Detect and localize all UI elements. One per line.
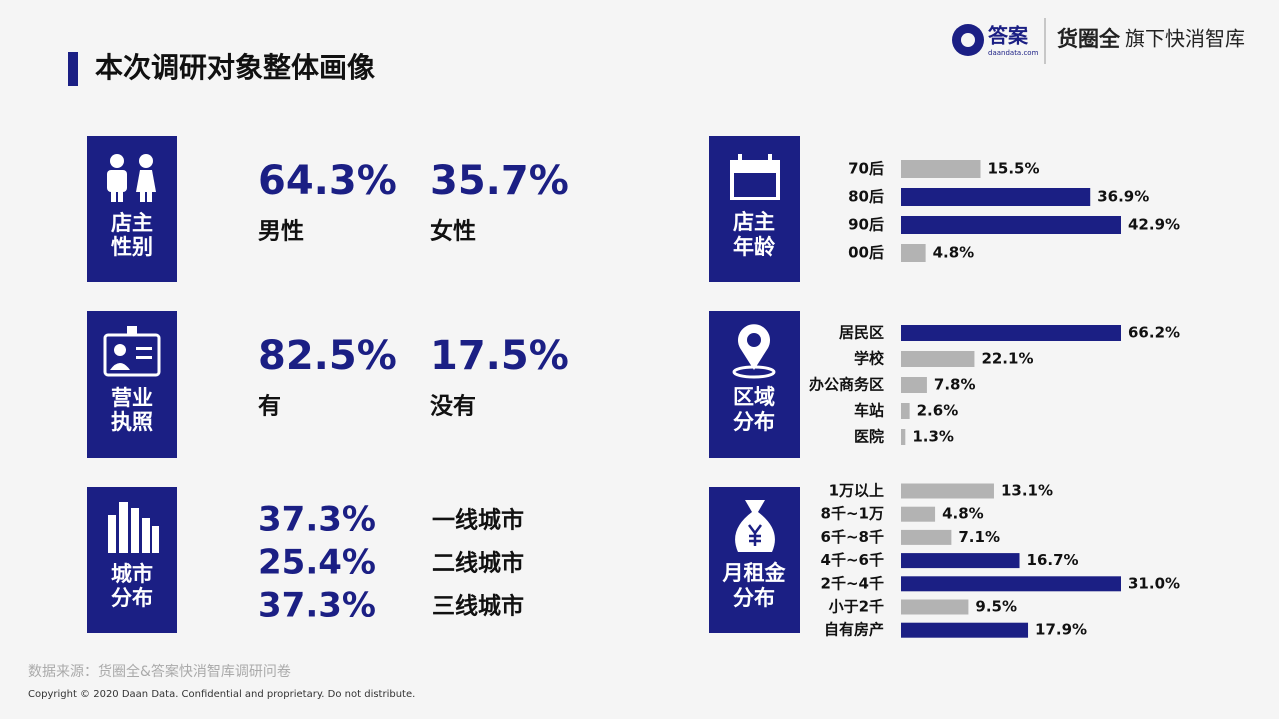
- stat-value: 64.3%: [258, 158, 397, 204]
- logo-sub: daandata.com: [988, 49, 1039, 57]
- bar: [901, 622, 1029, 638]
- box-label: 分布: [733, 586, 775, 610]
- category-label: 4千~6千: [821, 551, 884, 569]
- bar: [901, 403, 910, 419]
- value-label: 42.9%: [1128, 216, 1180, 234]
- stat-label: 女性: [430, 218, 476, 245]
- stat-value: 37.3%: [258, 586, 376, 626]
- box-label: 执照: [111, 410, 153, 434]
- category-label: 1万以上: [829, 482, 884, 500]
- box-label: 分布: [733, 410, 775, 434]
- icon-pin: [732, 324, 776, 379]
- icon-box: [709, 136, 800, 282]
- stat-label: 没有: [430, 393, 476, 420]
- bar: [901, 160, 981, 178]
- box-label: 店主: [111, 211, 153, 235]
- stat-value: 17.5%: [430, 333, 569, 379]
- box-label: 分布: [111, 586, 153, 610]
- value-label: 4.8%: [933, 244, 975, 262]
- bar: [901, 429, 906, 445]
- category-label: 办公商务区: [809, 376, 884, 394]
- box-label: 年龄: [733, 235, 776, 259]
- stat-label: 二线城市: [432, 550, 524, 577]
- bar: [901, 325, 1121, 341]
- category-label: 6千~8千: [821, 528, 884, 546]
- copyright: Copyright © 2020 Daan Data. Confidential…: [28, 689, 415, 700]
- box-label: 性别: [111, 235, 153, 259]
- value-label: 13.1%: [1001, 482, 1053, 500]
- value-label: 16.7%: [1027, 551, 1079, 569]
- category-label: 车站: [854, 402, 884, 420]
- value-label: 1.3%: [912, 428, 954, 446]
- bar: [901, 377, 927, 393]
- value-label: 7.8%: [934, 376, 976, 394]
- bar: [901, 506, 936, 522]
- value-label: 22.1%: [981, 350, 1033, 368]
- stat-value: 82.5%: [258, 333, 397, 379]
- category-label: 学校: [854, 350, 885, 368]
- box-label: 营业: [111, 386, 153, 410]
- box-label: 月租金: [722, 561, 787, 585]
- value-label: 2.6%: [917, 402, 959, 420]
- title-bar: [68, 52, 78, 86]
- category-label: 2千~4千: [821, 574, 884, 592]
- icon-city: [108, 502, 159, 553]
- icon-money: [735, 500, 775, 552]
- bar: [901, 216, 1121, 234]
- logo-icon: [961, 33, 975, 47]
- category-label: 90后: [848, 216, 884, 234]
- value-label: 15.5%: [987, 160, 1039, 178]
- value-label: 4.8%: [942, 505, 984, 523]
- stat-value: 25.4%: [258, 543, 376, 583]
- stat-label: 三线城市: [432, 593, 524, 620]
- category-label: 医院: [854, 428, 884, 446]
- bar: [901, 244, 926, 262]
- category-label: 00后: [848, 244, 884, 262]
- value-label: 66.2%: [1128, 324, 1180, 342]
- category-label: 小于2千: [829, 598, 884, 616]
- value-label: 7.1%: [958, 528, 1000, 546]
- bar: [901, 576, 1121, 592]
- icon-box: [87, 136, 177, 282]
- category-label: 80后: [848, 188, 884, 206]
- icon-calendar: [730, 154, 780, 200]
- stat-label: 男性: [258, 219, 304, 245]
- logo-text: 答案: [988, 24, 1029, 48]
- value-label: 36.9%: [1097, 188, 1149, 206]
- value-label: 9.5%: [975, 598, 1017, 616]
- icon-people: [107, 154, 156, 202]
- brand-tail: 旗下快消智库: [1125, 27, 1245, 51]
- box-label: 店主: [733, 210, 775, 234]
- category-label: 自有房产: [824, 621, 884, 639]
- icon-license: [103, 326, 161, 377]
- category-label: 8千~1万: [821, 505, 884, 523]
- stat-label: 有: [258, 393, 281, 420]
- slide-title: 本次调研对象整体画像: [95, 51, 376, 84]
- bar: [901, 188, 1091, 206]
- bar: [901, 351, 975, 367]
- bar: [901, 483, 994, 499]
- brand: 货圈全: [1057, 27, 1121, 51]
- stat-value: 37.3%: [258, 500, 376, 540]
- value-label: 17.9%: [1035, 621, 1087, 639]
- box-label: 区域: [733, 385, 775, 409]
- value-label: 31.0%: [1128, 574, 1180, 592]
- bar: [901, 553, 1020, 569]
- category-label: 70后: [848, 160, 884, 178]
- stat-value: 35.7%: [430, 158, 569, 204]
- bar: [901, 599, 969, 615]
- bar: [901, 529, 952, 545]
- source: 数据来源：货圈全&答案快消智库调研问卷: [28, 663, 291, 680]
- category-label: 居民区: [839, 324, 884, 342]
- box-label: 城市: [111, 562, 153, 586]
- stat-label: 一线城市: [432, 507, 524, 534]
